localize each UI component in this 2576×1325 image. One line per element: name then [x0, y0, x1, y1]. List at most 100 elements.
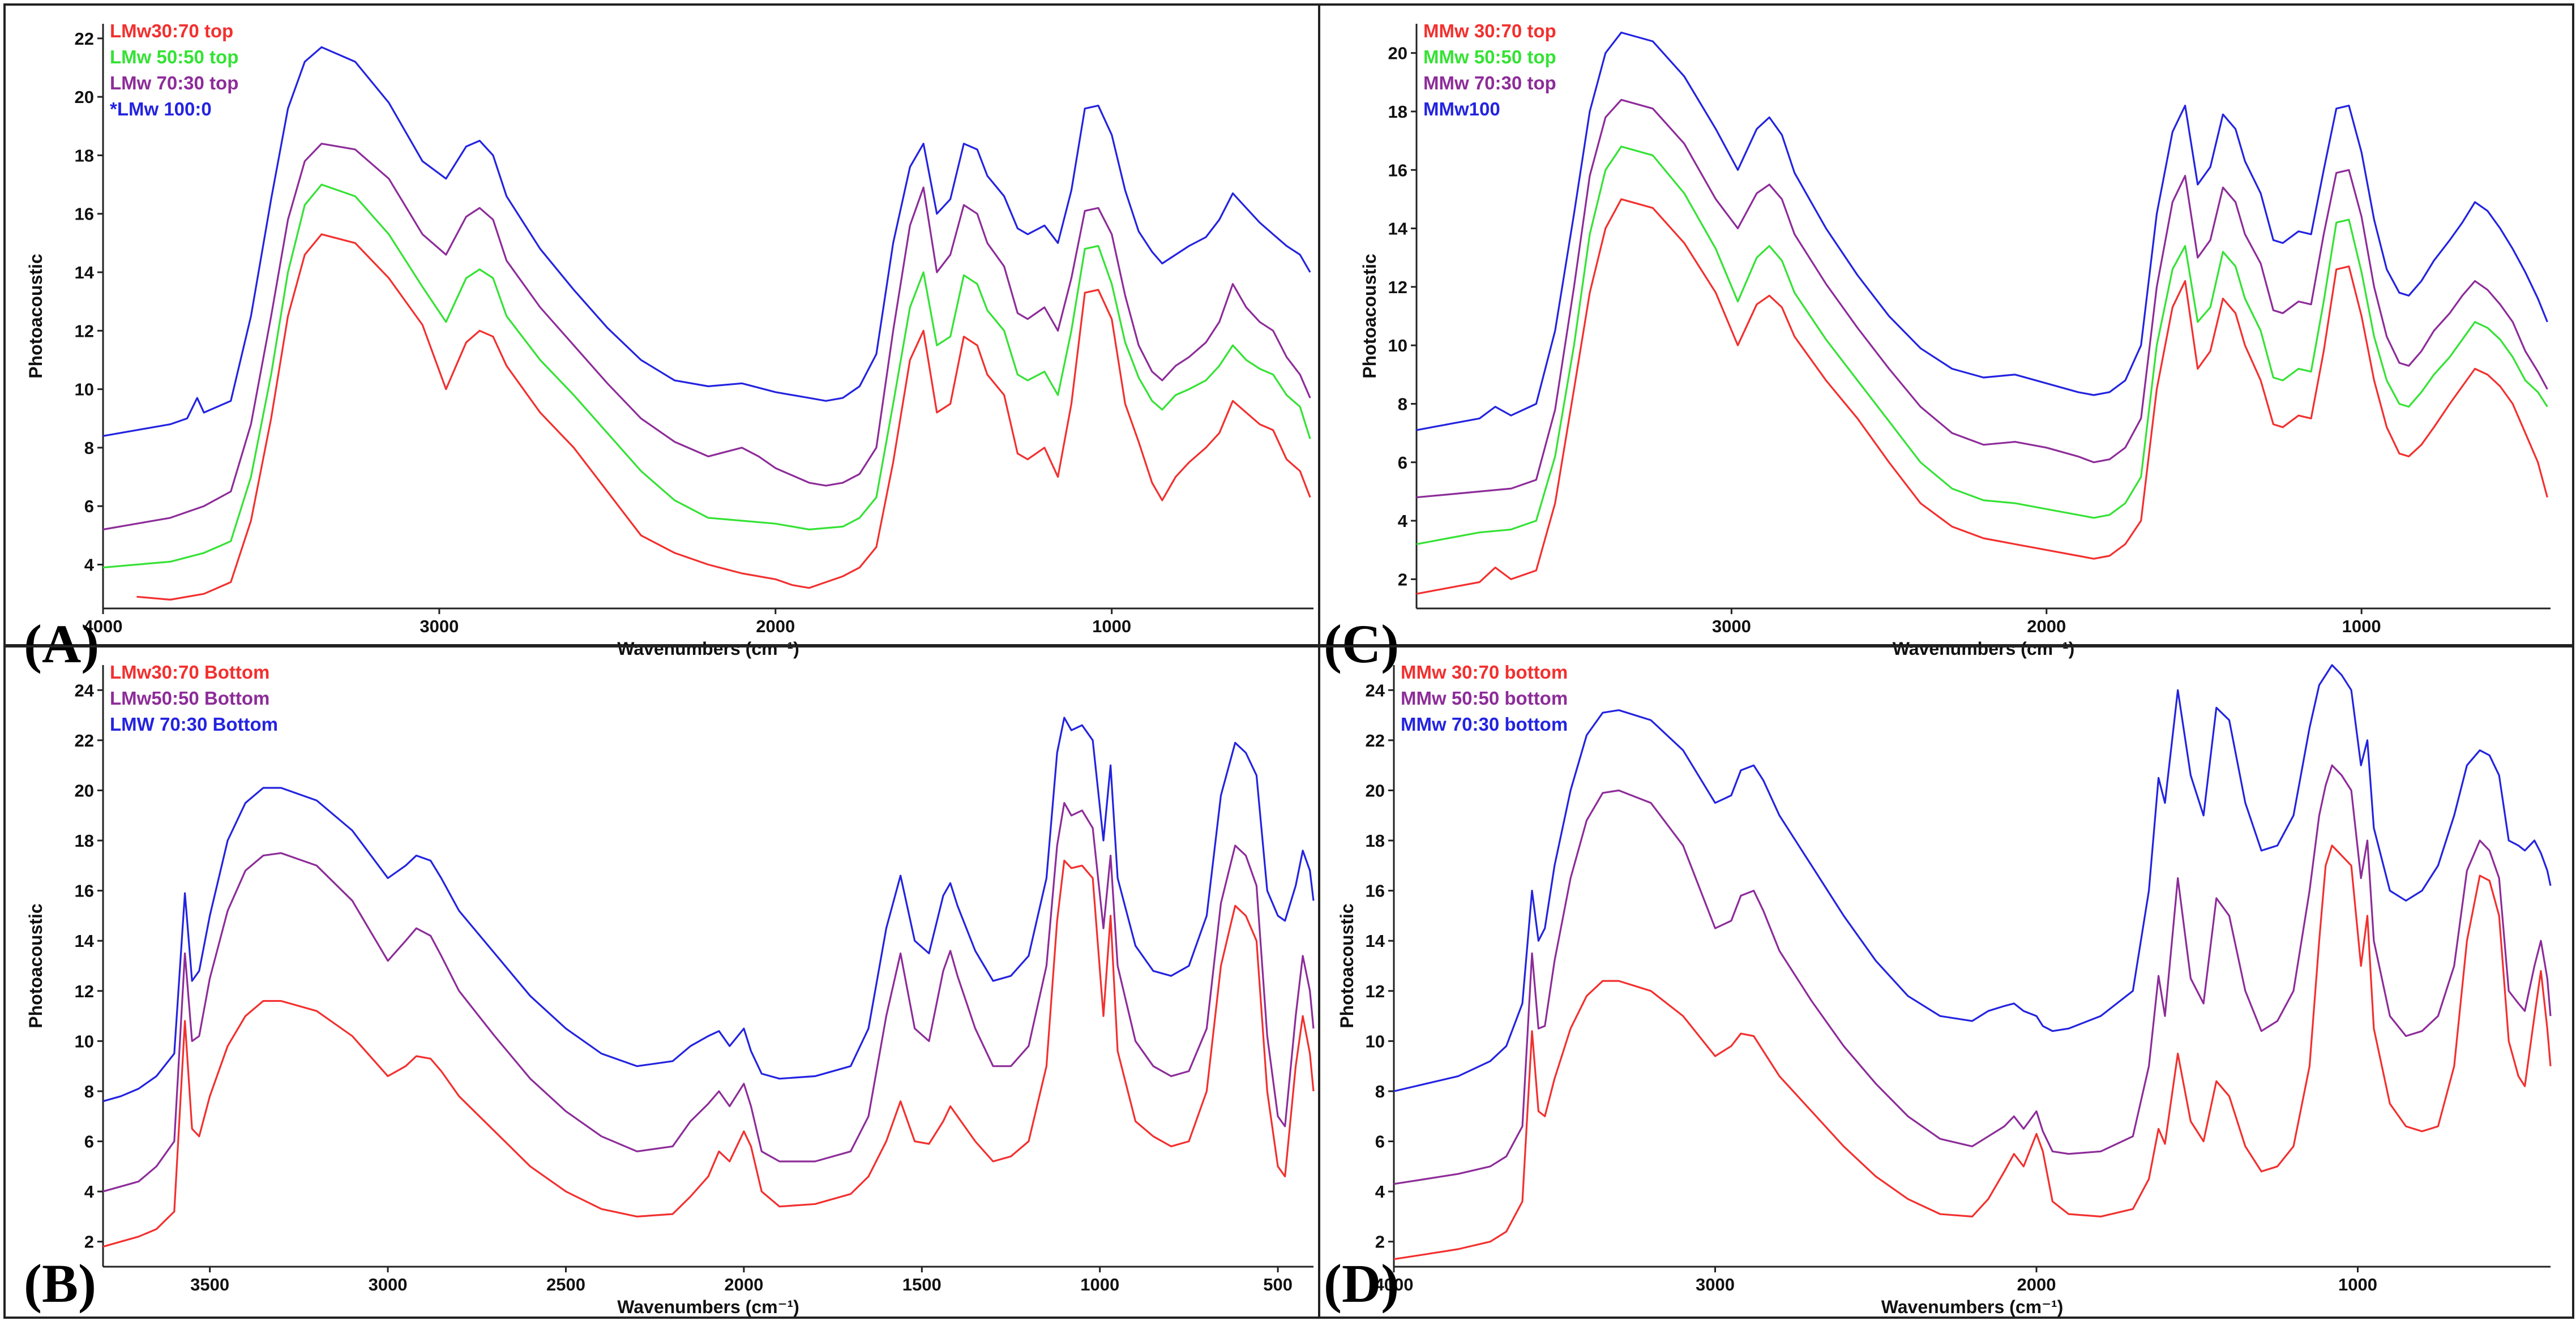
- y-tick-label: 10: [1366, 1031, 1385, 1051]
- y-tick-label: 18: [1388, 102, 1407, 122]
- y-tick-label: 14: [1366, 931, 1385, 951]
- panel-letter: (C): [1324, 614, 1399, 674]
- legend-entry: MMw 70:30 top: [1423, 72, 1556, 93]
- y-tick-label: 8: [1375, 1082, 1385, 1101]
- legend-entry: MMw 50:50 top: [1423, 46, 1556, 67]
- x-tick-label: 3000: [1696, 1275, 1735, 1294]
- x-axis-label: Wavenumbers (cm⁻¹): [1893, 638, 2075, 659]
- y-tick-label: 16: [1366, 881, 1385, 901]
- y-tick-label: 2: [84, 1232, 94, 1252]
- x-tick-label: 500: [1263, 1275, 1293, 1294]
- y-tick-label: 16: [75, 204, 94, 224]
- legend-entry: MMw 30:70 top: [1423, 20, 1556, 41]
- y-tick-label: 6: [1375, 1132, 1385, 1152]
- y-tick-label: 24: [1366, 680, 1385, 700]
- x-tick-label: 1000: [2338, 1275, 2377, 1294]
- panel-letter: (D): [1324, 1253, 1399, 1314]
- y-tick-label: 20: [1388, 44, 1407, 63]
- panel-c: 2 4 6 8 10 12 14 16 18 20 3000 2000 1000 Wavenumbers …: [1318, 3, 2574, 674]
- x-tick-label: 2000: [724, 1275, 763, 1294]
- x-axis-label: Wavenumbers (cm⁻¹): [617, 1297, 799, 1317]
- legend-entry: LMw50:50 Bottom: [110, 688, 269, 709]
- y-tick-label: 20: [1366, 781, 1385, 800]
- y-tick-label: 4: [1398, 511, 1408, 531]
- x-tick-label: 3500: [190, 1275, 229, 1294]
- x-tick-label: 3000: [1712, 616, 1751, 636]
- series-line-blue: [1393, 664, 2552, 1092]
- y-tick-label: 8: [1398, 394, 1407, 414]
- y-tick-label: 18: [75, 145, 94, 165]
- y-tick-label: 12: [1366, 981, 1385, 1001]
- x-tick-label: 2000: [2017, 1275, 2056, 1294]
- y-tick-label: 2: [1398, 569, 1407, 589]
- x-tick-label: 3000: [369, 1275, 408, 1294]
- y-tick-label: 8: [84, 438, 94, 458]
- legend-entry: MMw 50:50 bottom: [1401, 688, 1568, 709]
- y-tick-label: 6: [84, 1132, 94, 1152]
- series-line-red: [136, 233, 1311, 601]
- series-line-green: [102, 183, 1311, 569]
- panel-letter: (A): [24, 614, 99, 674]
- series-line-red: [1393, 844, 2552, 1260]
- y-tick-label: 6: [1398, 453, 1407, 473]
- series-line-green: [1416, 145, 2548, 545]
- x-tick-label: 4000: [84, 616, 123, 636]
- y-tick-label: 20: [75, 781, 94, 800]
- panel-letter: (B): [24, 1253, 96, 1314]
- y-tick-label: 22: [1366, 731, 1385, 751]
- x-tick-label: 1000: [1080, 1275, 1119, 1294]
- y-tick-label: 4: [1375, 1182, 1385, 1202]
- series-line-purple: [1416, 98, 2548, 499]
- y-tick-label: 18: [75, 831, 94, 851]
- y-tick-label: 10: [75, 380, 94, 400]
- y-tick-label: 8: [84, 1082, 94, 1101]
- series-line-purple: [102, 143, 1311, 531]
- y-axis-label: Photoacoustic: [1337, 903, 1357, 1028]
- y-tick-label: 4: [84, 1182, 95, 1202]
- y-tick-label: 18: [1366, 831, 1385, 851]
- series-line-blue: [102, 717, 1315, 1103]
- legend-entry: MMw 70:30 bottom: [1401, 714, 1568, 735]
- x-tick-label: 3000: [420, 616, 459, 636]
- x-tick-label: 1000: [2342, 616, 2381, 636]
- panel-a: 4 6 8 10 12 14 16 18 20 22 4000 3000 2000 1000 Wavenum…: [3, 3, 1320, 674]
- series-line-purple: [102, 802, 1315, 1193]
- y-tick-label: 14: [75, 931, 95, 951]
- x-tick-label: 2000: [2027, 616, 2066, 636]
- x-tick-label: 1000: [1092, 616, 1131, 636]
- y-tick-label: 16: [1388, 160, 1407, 180]
- legend-entry: LMw30:70 top: [110, 20, 233, 41]
- y-tick-label: 4: [84, 555, 95, 575]
- legend-entry: LMW 70:30 Bottom: [110, 714, 278, 735]
- y-tick-label: 14: [1388, 219, 1408, 239]
- x-axis-label: Wavenumbers (cm⁻¹): [617, 638, 799, 659]
- series-line-blue: [102, 46, 1311, 437]
- y-tick-label: 12: [75, 981, 94, 1001]
- y-tick-label: 2: [1375, 1232, 1385, 1252]
- y-tick-label: 22: [75, 731, 94, 751]
- y-axis-label: Photoacoustic: [1359, 254, 1380, 378]
- x-tick-label: 1500: [902, 1275, 942, 1294]
- panel-frame: [1318, 645, 2574, 1319]
- series-line-purple: [1393, 764, 2552, 1185]
- y-axis-label: Photoacoustic: [25, 903, 46, 1028]
- legend-entry: MMw 30:70 bottom: [1401, 662, 1568, 683]
- legend-entry: LMw30:70 Bottom: [110, 662, 269, 683]
- y-tick-label: 16: [75, 881, 94, 901]
- y-tick-label: 12: [75, 321, 94, 341]
- x-tick-label: 2000: [756, 616, 795, 636]
- legend-entry: MMw100: [1423, 98, 1500, 119]
- y-tick-label: 14: [75, 263, 95, 282]
- y-tick-label: 22: [75, 29, 94, 49]
- y-tick-label: 10: [1388, 336, 1407, 355]
- series-line-red: [102, 859, 1315, 1248]
- legend-entry: LMw 50:50 top: [110, 46, 238, 67]
- y-tick-label: 10: [75, 1031, 94, 1051]
- legend-entry: LMw 70:30 top: [110, 72, 238, 93]
- y-axis-label: Photoacoustic: [25, 254, 46, 378]
- y-tick-label: 6: [84, 496, 94, 516]
